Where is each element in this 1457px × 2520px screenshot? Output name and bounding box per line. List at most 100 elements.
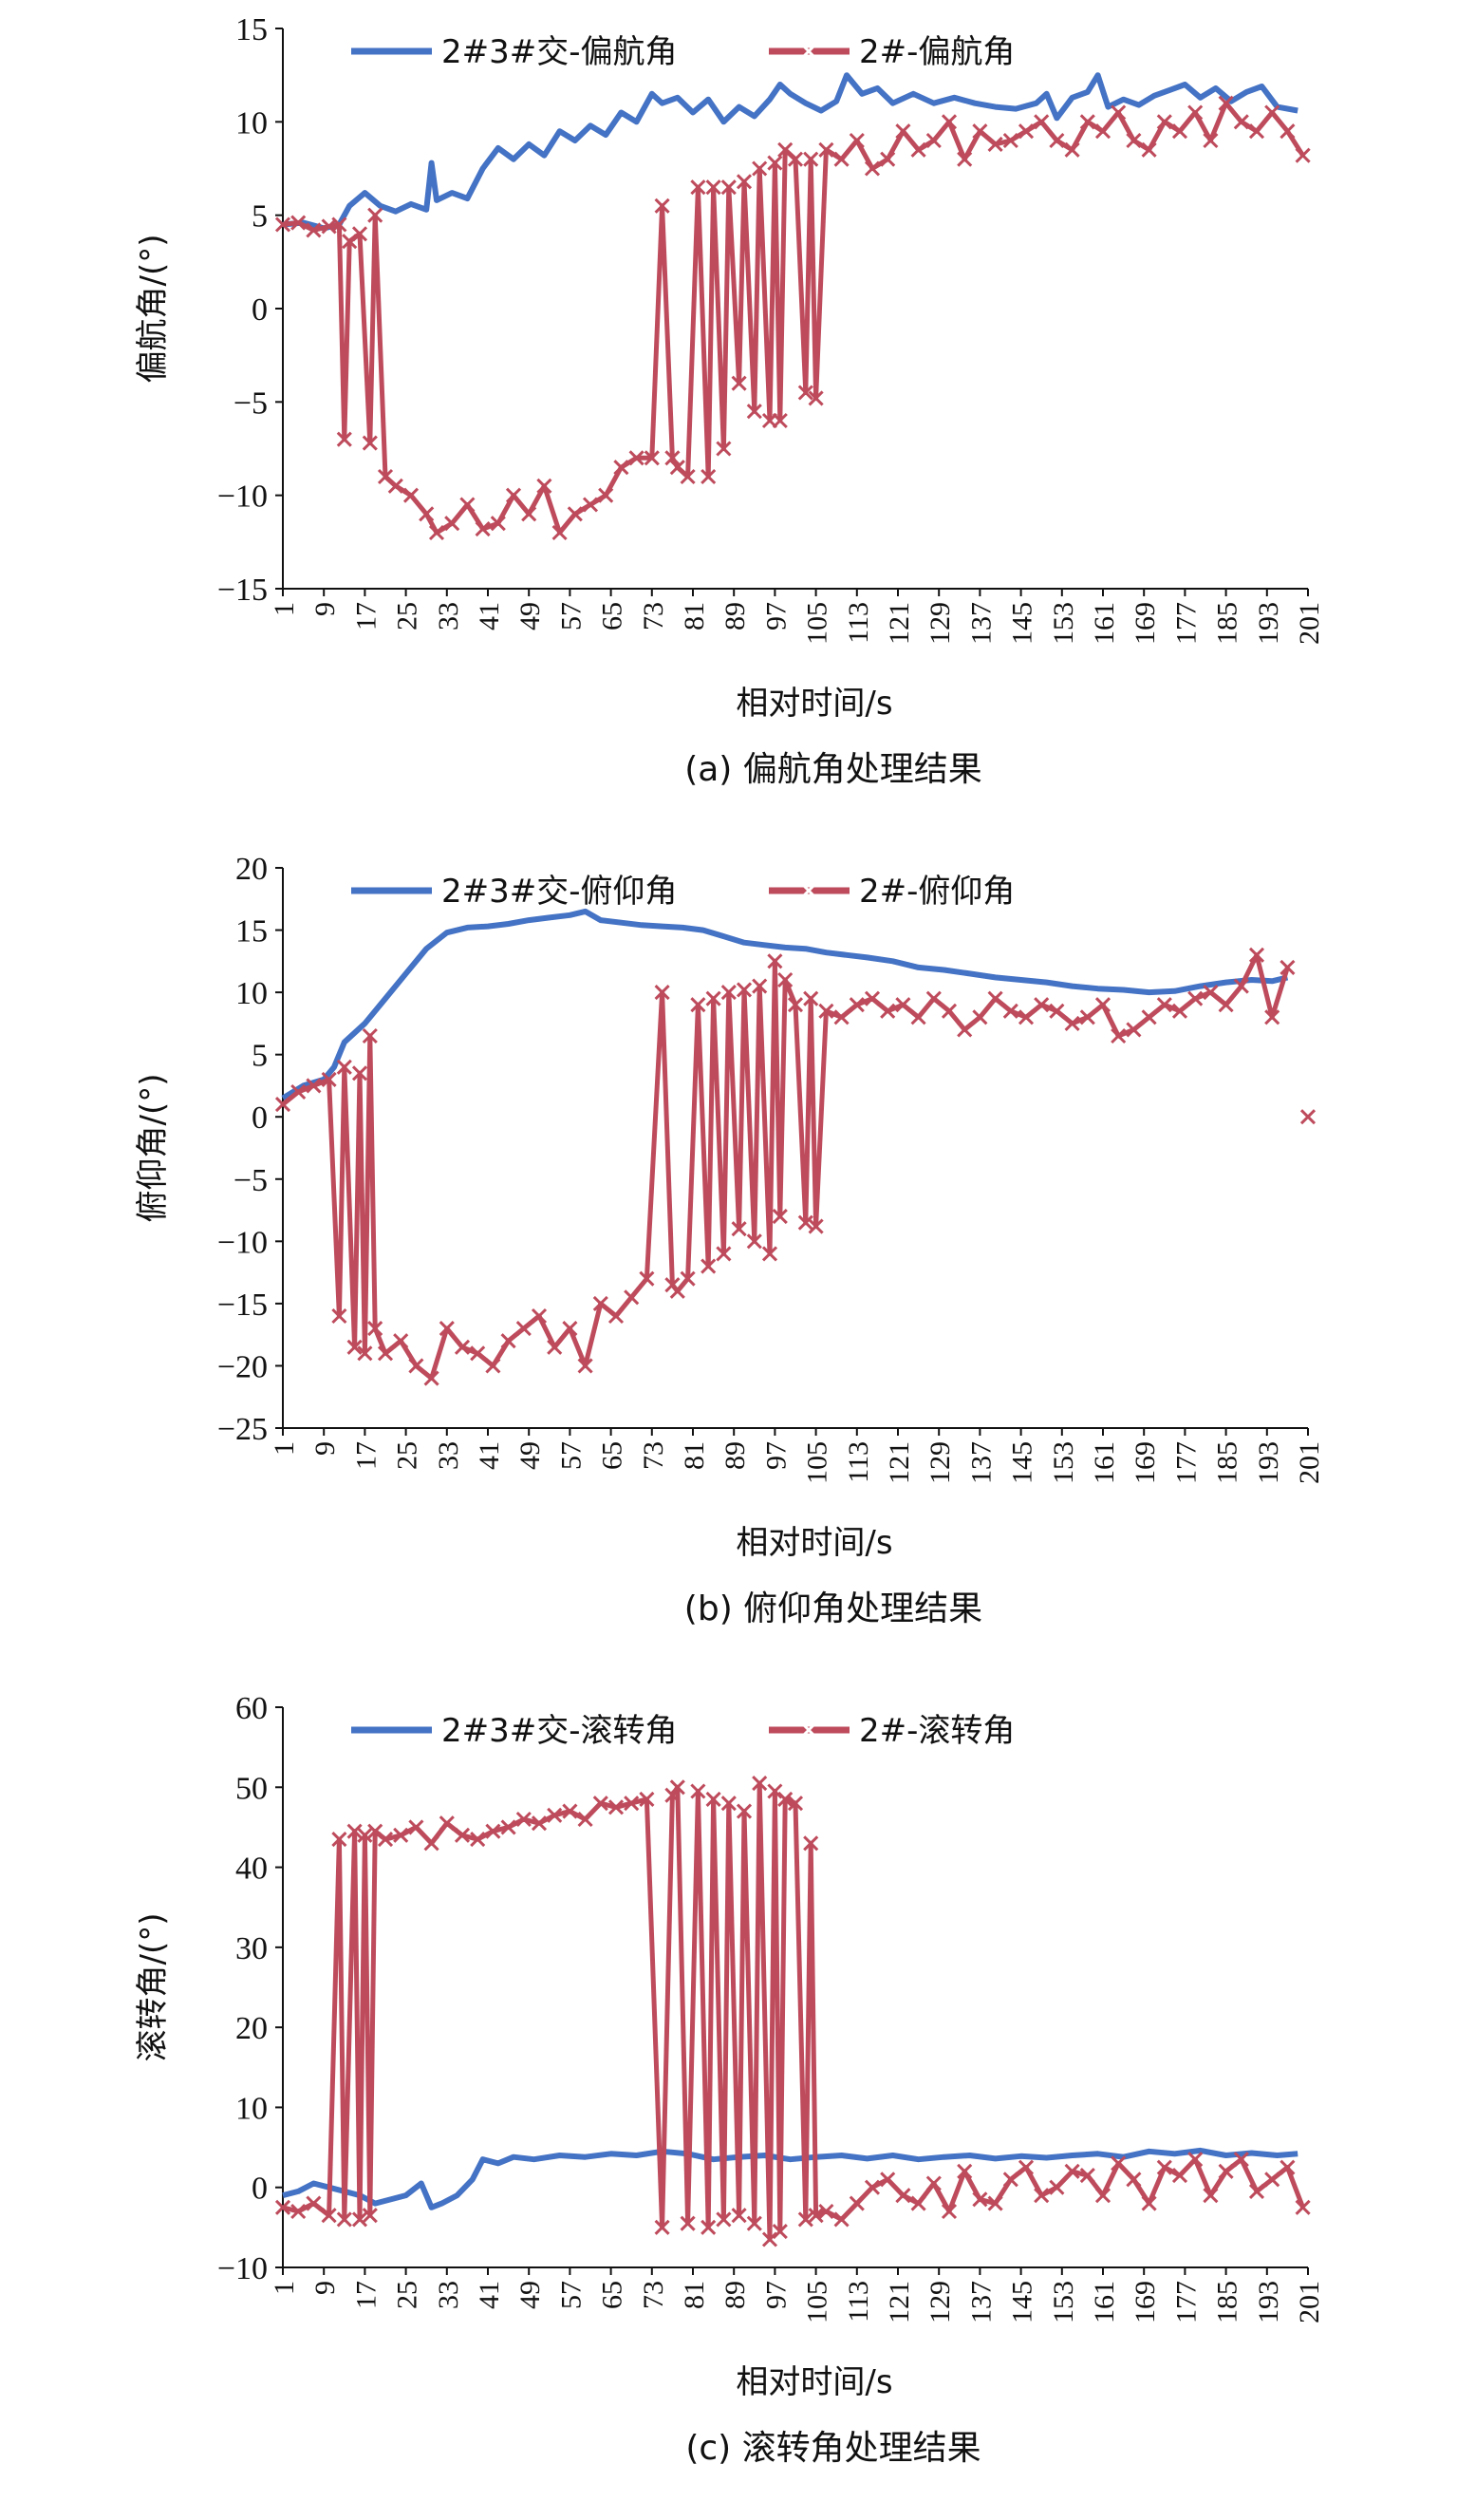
data-point-marker xyxy=(1218,997,1234,1013)
x-tick-label: 145 xyxy=(1007,1441,1038,1484)
chart-panel-b: −25 −20 −15 −10 −5 0 5 10 15 20 1 9 17 25 33 41 49 57 65 73… xyxy=(0,839,1457,1679)
data-point-marker xyxy=(720,1796,737,1812)
data-point-marker xyxy=(567,506,583,522)
data-point-marker xyxy=(690,997,706,1013)
data-point-marker xyxy=(1264,1009,1280,1025)
data-point-marker xyxy=(582,497,599,513)
data-point-marker xyxy=(690,179,706,196)
data-point-marker xyxy=(485,1823,501,1839)
data-point-marker xyxy=(690,1783,706,1799)
x-tick-label: 33 xyxy=(433,602,464,630)
chart-panel-a: −15 −10 −5 0 5 10 15 1 9 17 25 33 41 49 57 65 73 81 89 97 10… xyxy=(0,0,1457,839)
x-tick-label: 49 xyxy=(514,2281,546,2309)
figure-caption: (b) 俯仰角处理结果 xyxy=(684,1589,982,1628)
x-tick-label: 201 xyxy=(1294,1441,1325,1484)
data-point-marker xyxy=(423,1835,439,1852)
data-point-marker xyxy=(624,1289,640,1306)
data-point-marker xyxy=(1049,132,1065,149)
y-tick-label: 40 xyxy=(235,1852,268,1887)
data-point-marker xyxy=(700,468,717,485)
x-tick-label: 185 xyxy=(1212,1441,1243,1484)
y-tick-label: 30 xyxy=(235,1931,268,1966)
data-point-marker xyxy=(700,2219,717,2235)
x-tick-label: 193 xyxy=(1253,2281,1284,2323)
data-point-marker xyxy=(1203,985,1219,1001)
x-tick-label: 185 xyxy=(1212,2281,1243,2323)
data-point-marker xyxy=(639,1270,655,1287)
data-point-marker xyxy=(880,2172,896,2188)
data-point-marker xyxy=(306,1078,322,1094)
x-tick-label: 1 xyxy=(269,602,300,616)
data-point-marker xyxy=(1111,1027,1127,1044)
data-point-marker xyxy=(808,2208,824,2224)
data-point-marker xyxy=(761,1246,778,1262)
data-point-marker xyxy=(342,234,358,250)
figure-caption: (c) 滚转角处理结果 xyxy=(685,2429,981,2468)
series-1 xyxy=(282,2147,1298,2210)
x-tick-label: 161 xyxy=(1089,2281,1120,2323)
x-tick-label: 121 xyxy=(884,1441,915,1484)
y-tick-label: 10 xyxy=(235,2091,268,2126)
data-point-marker xyxy=(515,1811,532,1828)
x-tick-label: 177 xyxy=(1170,2281,1202,2323)
data-point-marker xyxy=(669,1779,685,1796)
data-point-marker xyxy=(752,160,768,177)
data-point-marker xyxy=(1111,2155,1127,2172)
data-point-marker xyxy=(1141,2195,1157,2211)
data-point-marker xyxy=(377,1832,394,1848)
legend-label: 2#3#交-滚转角 xyxy=(441,1712,678,1750)
data-point-marker xyxy=(761,2231,778,2247)
data-point-marker xyxy=(1018,2159,1035,2175)
x-tick-label: 25 xyxy=(392,602,423,630)
y-tick-label: 5 xyxy=(252,1039,268,1074)
data-point-marker xyxy=(772,1209,788,1225)
chart-panel-c: −10 0 10 20 30 40 50 60 1 9 17 25 33 41 49 57 65 73 81 89 97… xyxy=(0,1679,1457,2518)
data-point-marker xyxy=(613,460,629,476)
data-point-marker xyxy=(752,978,768,994)
data-point-marker xyxy=(910,1009,926,1025)
x-tick-label: 89 xyxy=(719,1441,751,1470)
data-point-marker xyxy=(731,375,747,391)
data-point-marker xyxy=(336,431,352,447)
x-tick-label: 49 xyxy=(514,1441,546,1470)
x-tick-label: 25 xyxy=(392,1441,423,1470)
data-point-marker xyxy=(925,2175,942,2191)
data-point-marker xyxy=(423,1370,439,1386)
data-point-marker xyxy=(459,497,476,513)
data-point-marker xyxy=(515,1321,532,1337)
x-axis-title: 相对时间/s xyxy=(736,1524,892,1562)
y-tick-label: 15 xyxy=(235,914,268,950)
series-line-red xyxy=(282,101,1305,536)
data-point-marker xyxy=(1218,2163,1234,2179)
data-point-marker xyxy=(1079,1009,1095,1025)
data-point-marker xyxy=(362,2208,378,2224)
data-point-marker xyxy=(746,1233,762,1250)
data-point-marker xyxy=(654,985,670,1001)
data-point-marker xyxy=(1299,1109,1317,1125)
data-point-marker xyxy=(987,2195,1003,2211)
data-point-marker xyxy=(547,1339,563,1355)
data-point-marker xyxy=(1248,947,1265,963)
x-tick-label: 97 xyxy=(760,602,792,630)
data-point-marker xyxy=(331,216,347,233)
data-point-marker xyxy=(1141,141,1157,158)
data-point-marker xyxy=(680,468,696,485)
data-point-marker xyxy=(551,524,568,541)
data-point-marker xyxy=(306,222,322,238)
data-point-marker xyxy=(777,971,794,988)
data-point-marker xyxy=(562,1803,578,1819)
data-point-marker xyxy=(1034,997,1050,1013)
data-point-marker xyxy=(628,450,644,466)
x-tick-label: 57 xyxy=(555,602,587,630)
data-point-marker xyxy=(1079,2168,1095,2184)
data-point-marker xyxy=(808,390,824,406)
data-point-marker xyxy=(1049,1003,1065,1019)
x-tick-label: 33 xyxy=(433,1441,464,1470)
x-tick-label: 193 xyxy=(1253,1441,1284,1484)
data-point-marker xyxy=(880,1003,896,1019)
data-point-marker xyxy=(1171,123,1188,140)
x-tick-label: 41 xyxy=(474,2281,505,2309)
data-point-marker xyxy=(351,1065,368,1081)
data-point-marker xyxy=(910,2195,926,2211)
data-point-marker xyxy=(1002,1003,1018,1019)
